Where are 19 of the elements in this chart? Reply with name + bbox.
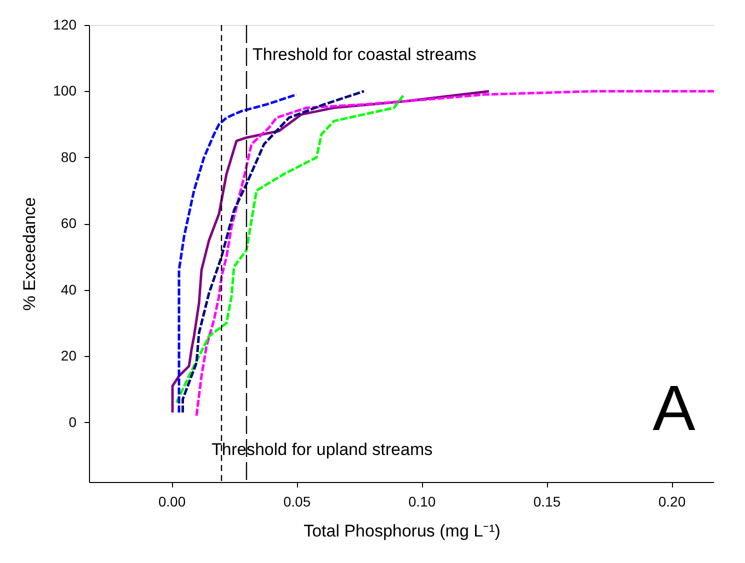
y-tick-label: 120	[53, 16, 77, 32]
ref-line-label: Threshold for coastal streams	[252, 45, 476, 64]
x-tick-label: 0.10	[408, 494, 436, 510]
y-tick-label: 40	[60, 281, 77, 298]
y-axis-title: % Exceedance	[20, 197, 40, 311]
line-series	[175, 93, 406, 404]
y-tick-label: 60	[60, 215, 77, 232]
line-series	[182, 90, 366, 414]
y-tick-label: 0	[68, 414, 77, 430]
x-tick-label: 0.05	[283, 494, 311, 510]
y-tick-label: 80	[60, 148, 77, 165]
x-tick-label: 0.00	[158, 494, 186, 510]
x-tick-label: 0.15	[533, 494, 561, 510]
annotation: A	[652, 372, 696, 444]
y-tick-label: 100	[53, 82, 77, 99]
line-series	[178, 93, 298, 414]
x-axis-title: Total Phosphorus (mg L⁻¹)	[304, 522, 500, 540]
x-tick-label: 0.20	[658, 494, 686, 510]
y-tick-label: 20	[60, 348, 77, 364]
